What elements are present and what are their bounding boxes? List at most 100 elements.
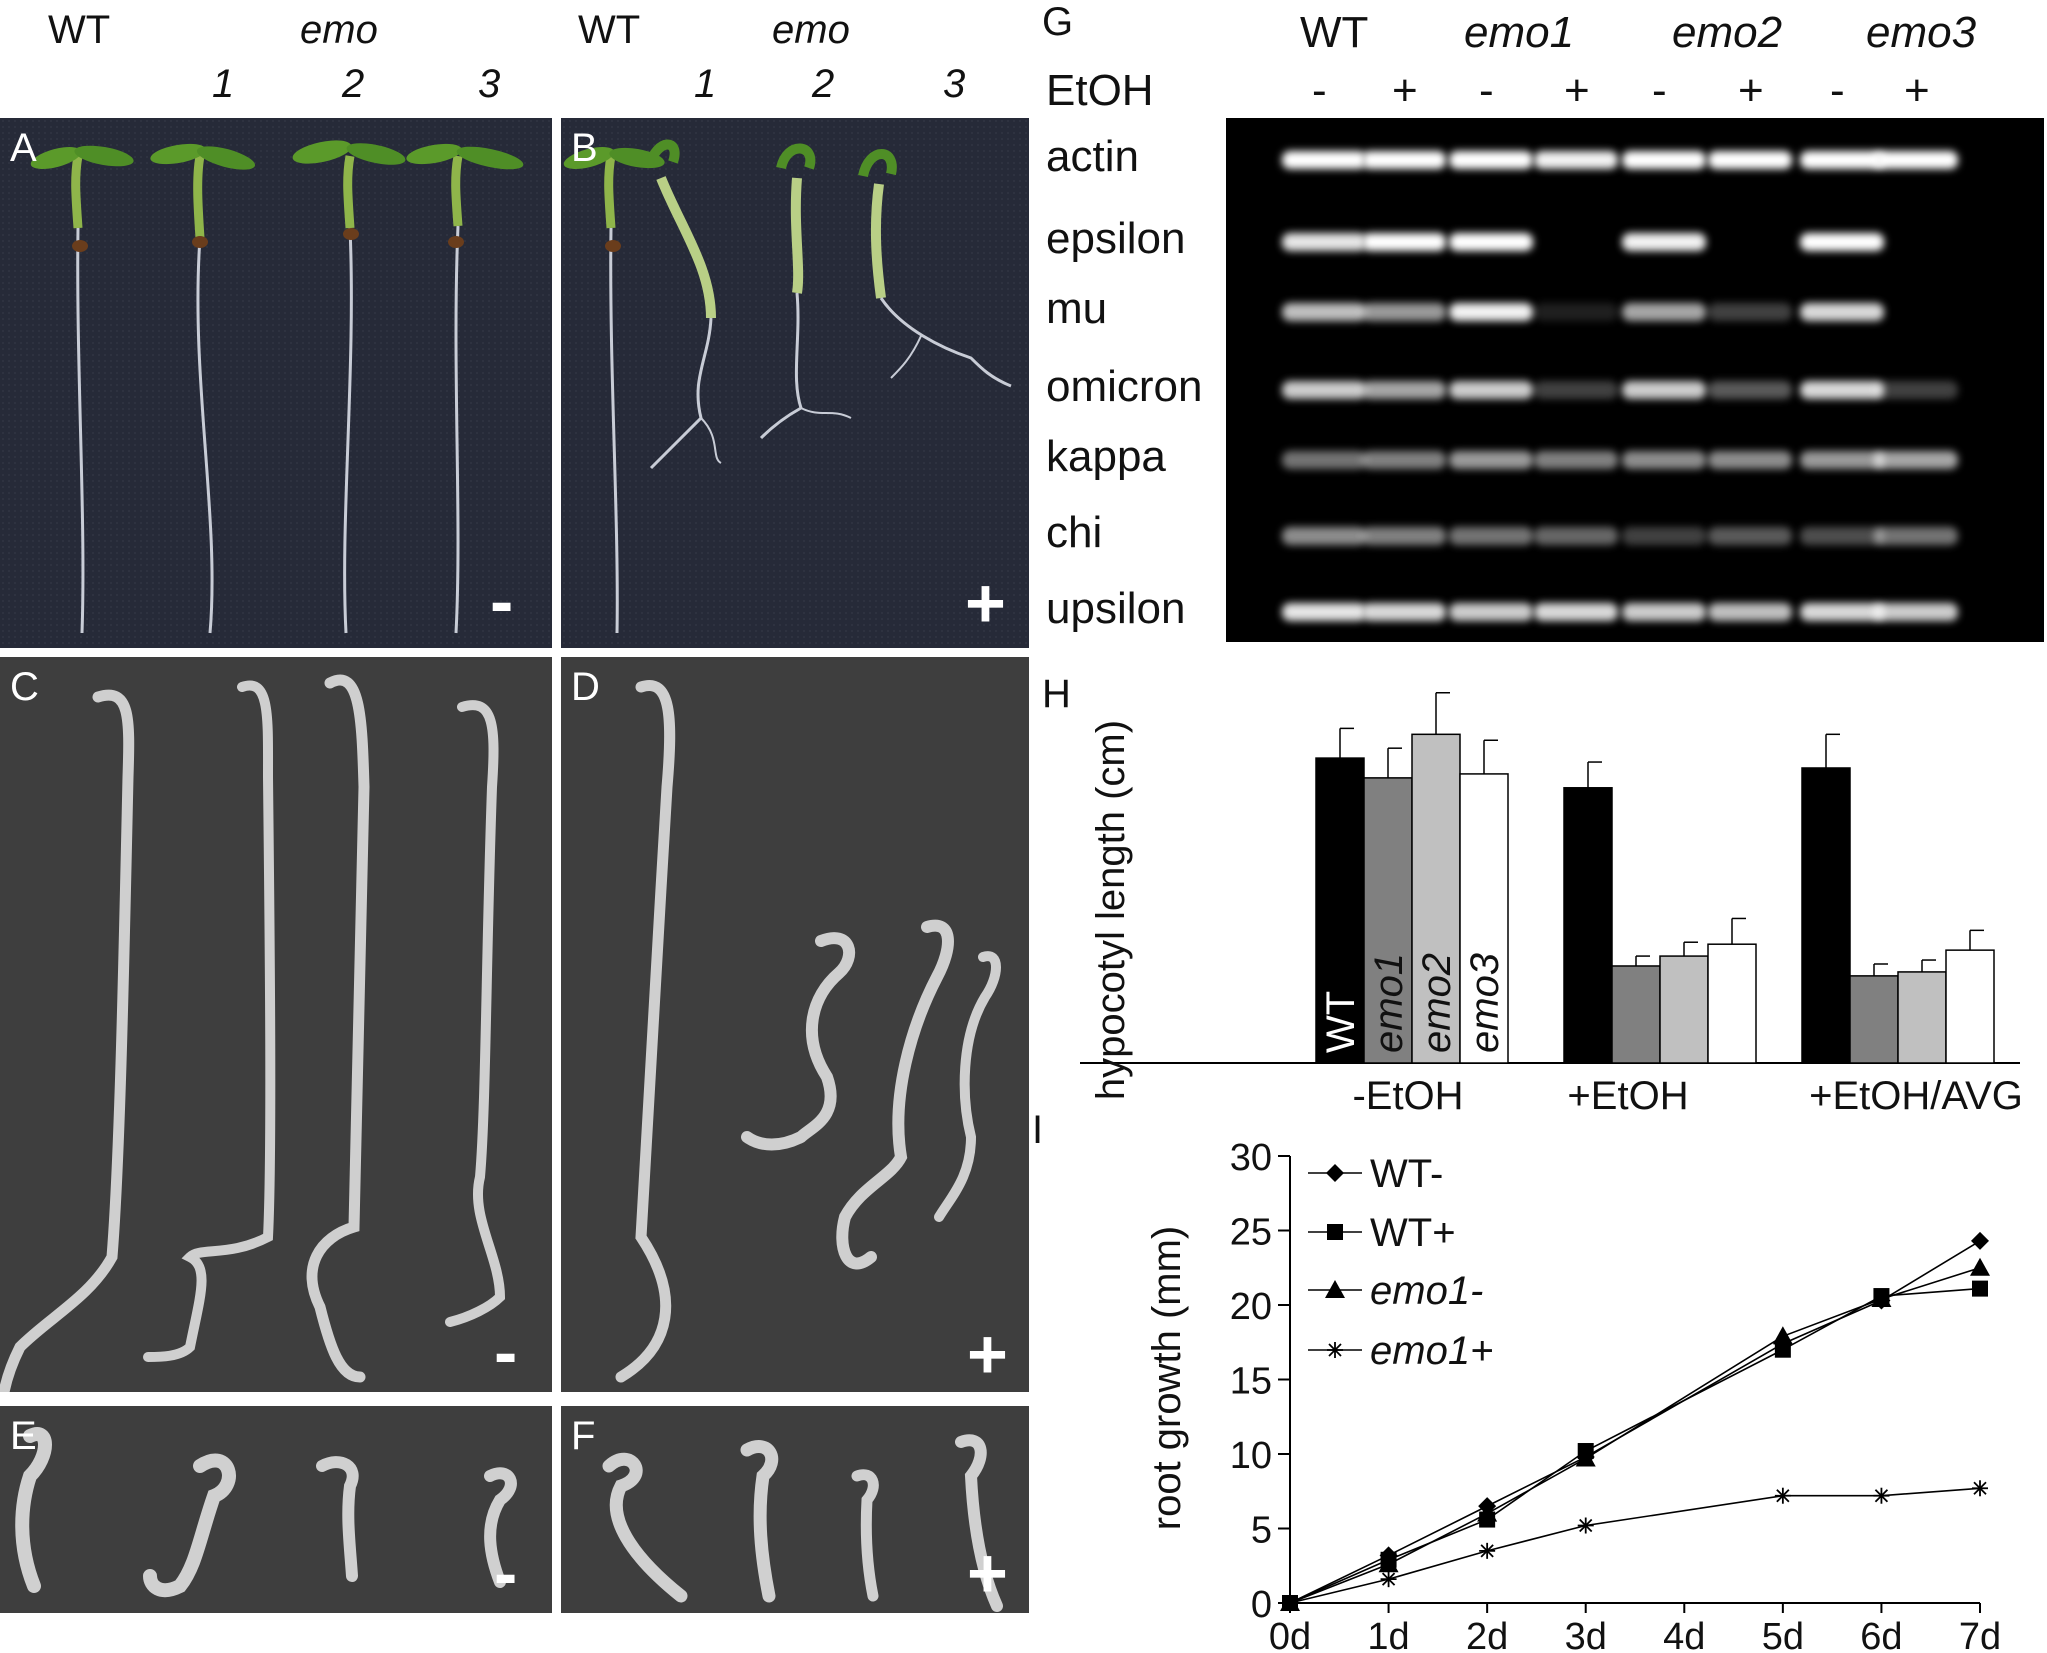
series-label-emo2: emo2 (1415, 953, 1459, 1053)
seedling-wt-b (563, 147, 665, 634)
band-kappa-lane-2 (1362, 451, 1446, 469)
y-axis-label-h: hypocotyl length (cm) (1089, 720, 1133, 1100)
band-kappa-lane-5 (1622, 451, 1706, 469)
gel-header-emo1: emo1 (1464, 8, 1575, 57)
legend-label-WT+: WT+ (1370, 1211, 1456, 1255)
band-mu-lane-2 (1362, 303, 1446, 321)
band-upsilon-lane-6 (1708, 603, 1792, 621)
header-num-2-left: 2 (342, 62, 365, 106)
point-WT+-4 (1774, 1341, 1791, 1358)
point-emo1+-4 (1774, 1487, 1791, 1504)
y-tick-label-i: 30 (1230, 1137, 1272, 1179)
panel-a-seedlings (30, 140, 524, 634)
etoh-sign-lane-5: - (1652, 66, 1667, 115)
hypocotyl-emo3-d (934, 951, 1001, 1222)
band-kappa-lane-4 (1534, 451, 1618, 469)
band-mu-lane-3 (1449, 303, 1533, 321)
bar-emo1-0 (1363, 777, 1413, 1064)
band-kappa-lane-1 (1282, 451, 1366, 469)
header-num-1-right: 1 (694, 62, 717, 106)
bar-WT-0 (1315, 757, 1365, 1064)
band-epsilon-lane-2 (1362, 233, 1446, 251)
band-omicron-lane-4 (1534, 381, 1618, 399)
x-tick-label-i: 7d (1959, 1616, 2001, 1653)
category-label-2: +EtOH/AVG (1809, 1074, 2023, 1118)
treatment-sign-b: + (965, 564, 1006, 642)
band-omicron-lane-7 (1800, 381, 1884, 399)
bar-emo2-0 (1411, 733, 1461, 1064)
y-tick-label-i: 5 (1251, 1510, 1272, 1552)
treatment-sign-f: + (967, 1534, 1008, 1612)
seedling-emo3-b (858, 149, 1012, 388)
band-upsilon-lane-5 (1622, 603, 1706, 621)
hypocotyl-emo3-c (445, 700, 506, 1327)
band-chi-lane-5 (1622, 527, 1706, 545)
gene-label-omicron: omicron (1046, 362, 1203, 411)
band-chi-lane-2 (1362, 527, 1446, 545)
category-label-1: +EtOH (1567, 1074, 1688, 1118)
point-WT+-6 (1972, 1280, 1988, 1297)
panel-c: C - (0, 657, 552, 1392)
etoh-sign-lane-6: + (1738, 66, 1764, 115)
gene-label-mu: mu (1046, 284, 1108, 333)
hypocotyl-emo2-c (306, 674, 370, 1383)
seedling-emo2-e (316, 1456, 359, 1582)
band-chi-lane-7 (1800, 527, 1884, 545)
point-emo1--2 (1477, 1503, 1498, 1522)
gel-header-emo3: emo3 (1866, 8, 1977, 57)
band-mu-lane-4 (1534, 303, 1618, 321)
band-upsilon-lane-4 (1534, 603, 1618, 621)
band-actin-lane-4 (1534, 151, 1618, 169)
y-tick-label-i: 20 (1230, 1286, 1272, 1328)
bar-emo2-1 (1659, 955, 1709, 1064)
gene-label-actin: actin (1046, 132, 1139, 181)
etoh-sign-lane-7: - (1830, 66, 1845, 115)
hypocotyl-wt-c (0, 689, 135, 1392)
treatment-sign-c: - (494, 1313, 518, 1391)
band-actin-lane-5 (1622, 151, 1706, 169)
seedling-emo3-e (484, 1467, 517, 1588)
gel-etoh-label: EtOH (1046, 66, 1154, 115)
x-tick-label-i: 4d (1663, 1616, 1705, 1653)
legend-marker-emo1- (1325, 1280, 1345, 1298)
panel-d-hypocotyls (615, 680, 1001, 1383)
header-wt-left: WT (48, 8, 111, 52)
point-emo1+-3 (1577, 1517, 1594, 1534)
band-chi-lane-6 (1708, 527, 1792, 545)
seedling-emo2-a (292, 140, 406, 634)
series-label-emo3: emo3 (1463, 953, 1507, 1053)
seedling-emo1-b (644, 139, 722, 470)
band-omicron-lane-5 (1622, 381, 1706, 399)
etoh-sign-lane-2: + (1392, 66, 1418, 115)
treatment-sign-e: - (494, 1534, 518, 1612)
seedling-wt-e (15, 1427, 52, 1593)
gel-header-wt: WT (1300, 8, 1369, 57)
legend-marker-emo1+ (1327, 1342, 1343, 1358)
point-emo1--1 (1378, 1554, 1399, 1573)
band-upsilon-lane-7 (1800, 603, 1884, 621)
panel-letter-b: B (571, 126, 598, 170)
panel-letter-h: H (1042, 672, 1071, 716)
header-num-2-right: 2 (812, 62, 835, 106)
panel-letter-c: C (10, 665, 39, 709)
seedling-emo2-b (759, 143, 852, 440)
y-tick-label-i: 15 (1230, 1361, 1272, 1403)
gel-header-emo2: emo2 (1672, 8, 1783, 57)
bar-WT-2 (1801, 767, 1851, 1064)
band-chi-lane-1 (1282, 527, 1366, 545)
y-tick-label-i: 0 (1251, 1584, 1272, 1626)
gene-label-upsilon: upsilon (1046, 584, 1186, 633)
legend-label-emo1+: emo1+ (1370, 1329, 1493, 1373)
x-tick-label-i: 5d (1762, 1616, 1804, 1653)
gel-image (1226, 118, 2044, 642)
bar-emo1-2 (1849, 975, 1899, 1064)
panel-e: E - (0, 1406, 552, 1613)
etoh-sign-lane-8: + (1904, 66, 1930, 115)
panel-f-seedlings (602, 1434, 1003, 1612)
x-tick-label-i: 0d (1269, 1616, 1311, 1653)
band-mu-lane-1 (1282, 303, 1366, 321)
band-upsilon-lane-2 (1362, 603, 1446, 621)
band-kappa-lane-3 (1449, 451, 1533, 469)
legend-marker-WT+ (1327, 1224, 1343, 1240)
header-num-3-left: 3 (478, 62, 501, 106)
